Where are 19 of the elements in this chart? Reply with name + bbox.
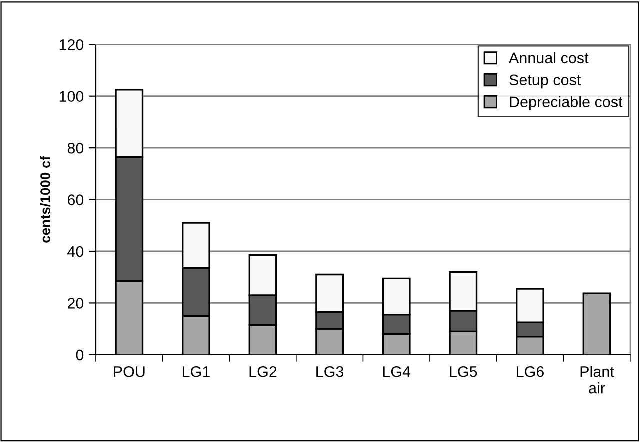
y-axis-title: cents/1000 cf bbox=[40, 156, 51, 243]
x-tick-label: LG5 bbox=[450, 366, 478, 378]
y-tick-label: 60 bbox=[68, 194, 84, 206]
y-tick-label: 40 bbox=[68, 246, 84, 258]
y-tick-label: 100 bbox=[60, 91, 84, 102]
y-tick-label: 120 bbox=[60, 40, 84, 50]
x-tick-label: POU bbox=[114, 366, 145, 378]
x-tick-label: LG6 bbox=[517, 366, 544, 378]
x-tick-label: LG3 bbox=[316, 366, 344, 378]
legend-label: Depreciable cost bbox=[510, 96, 623, 111]
y-tick-label: 0 bbox=[76, 350, 84, 361]
legend-label: Annual cost bbox=[509, 52, 589, 64]
x-tick-label: Plant air bbox=[580, 366, 614, 394]
y-tick-label: 20 bbox=[68, 298, 84, 309]
x-tick-label: LG4 bbox=[383, 366, 411, 378]
legend-label: Setup cost bbox=[510, 74, 582, 89]
y-tick-label: 80 bbox=[68, 142, 84, 154]
x-tick-label: LG2 bbox=[250, 366, 277, 378]
x-tick-label: LG1 bbox=[183, 366, 210, 378]
